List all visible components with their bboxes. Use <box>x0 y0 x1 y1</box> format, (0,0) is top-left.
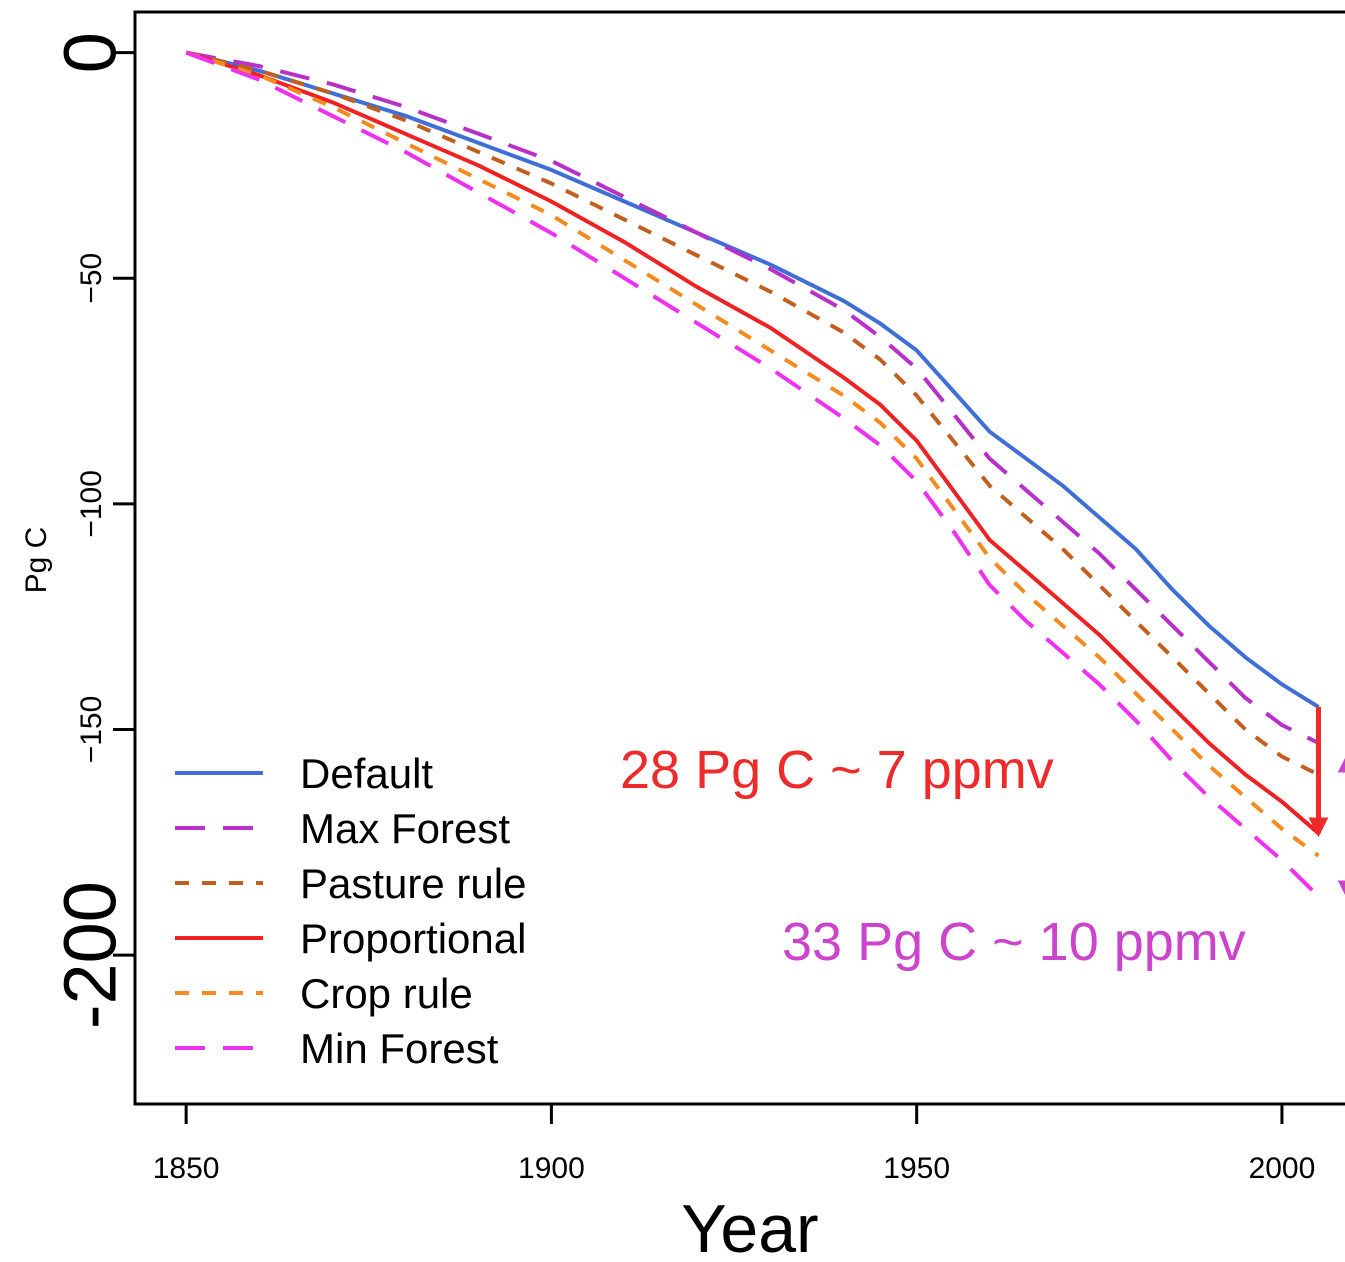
legend-label: Crop rule <box>300 970 473 1017</box>
y-tick-label: −50 <box>75 253 108 304</box>
annotation-purple: 33 Pg C ~ 10 ppmv <box>782 912 1246 972</box>
legend-label: Proportional <box>300 915 526 962</box>
x-tick-label: 1950 <box>883 1152 950 1185</box>
y-tick-label: 0 <box>49 32 132 73</box>
annotation-red: 28 Pg C ~ 7 ppmv <box>620 740 1054 800</box>
legend-label: Default <box>300 750 433 797</box>
legend-item: Max Forest <box>175 805 510 852</box>
x-axis-label: Year <box>681 1191 818 1262</box>
difference-arrows <box>1308 706 1345 901</box>
series-line-proportional <box>185 50 1320 835</box>
y-tick-label: −150 <box>75 696 108 764</box>
x-axis: 1850 1900 1950 2000 <box>153 1104 1316 1185</box>
series-line-pasture-rule <box>185 50 1320 777</box>
series-lines <box>185 50 1320 898</box>
y-tick-label: -200 <box>49 881 132 1029</box>
legend-item: Proportional <box>175 915 526 962</box>
y-axis: 0 −50 −100 −150 -200 <box>49 32 135 1029</box>
y-tick-label: −100 <box>75 470 108 538</box>
legend-label: Max Forest <box>300 805 510 852</box>
legend-item: Default <box>175 750 433 797</box>
legend: Default Max Forest Pasture rule Proportiona… <box>175 750 526 1072</box>
legend-label: Pasture rule <box>300 860 526 907</box>
legend-item: Crop rule <box>175 970 473 1017</box>
series-line-max-forest <box>185 50 1320 745</box>
legend-item: Min Forest <box>175 1025 499 1072</box>
x-tick-label: 1850 <box>153 1152 220 1185</box>
plot-frame <box>133 10 1345 1106</box>
legend-item: Pasture rule <box>175 860 526 907</box>
series-line-default <box>185 50 1320 709</box>
x-tick-label: 1900 <box>518 1152 585 1185</box>
series-line-min-forest <box>185 50 1320 898</box>
x-tick-label: 2000 <box>1249 1152 1316 1185</box>
series-line-crop-rule <box>185 50 1320 858</box>
legend-label: Min Forest <box>300 1025 499 1072</box>
y-axis-label: Pg C <box>20 527 53 594</box>
